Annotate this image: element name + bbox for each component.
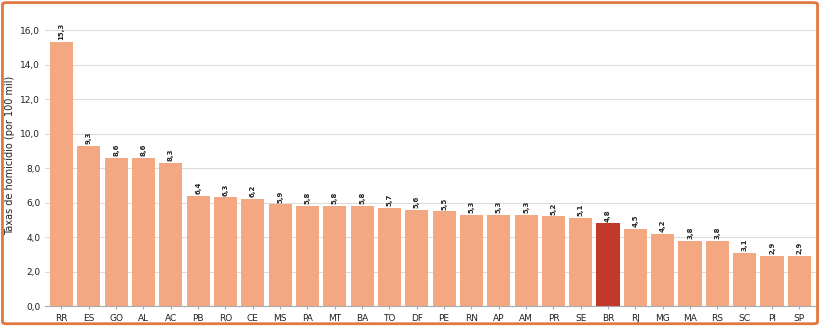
Text: 5,8: 5,8 bbox=[359, 192, 364, 204]
Text: 8,6: 8,6 bbox=[113, 144, 119, 156]
Bar bbox=[459, 215, 482, 306]
Bar bbox=[104, 158, 128, 306]
Bar bbox=[241, 199, 264, 306]
Bar bbox=[323, 206, 346, 306]
Bar bbox=[650, 234, 673, 306]
Bar bbox=[186, 196, 210, 306]
Bar bbox=[432, 211, 455, 306]
Bar bbox=[677, 241, 701, 306]
Text: 9,3: 9,3 bbox=[86, 131, 92, 144]
Bar bbox=[623, 229, 646, 306]
Text: 8,6: 8,6 bbox=[140, 144, 147, 156]
Bar bbox=[214, 198, 237, 306]
Text: 3,8: 3,8 bbox=[713, 226, 720, 239]
Bar bbox=[568, 218, 591, 306]
Text: 5,7: 5,7 bbox=[386, 194, 392, 206]
Text: 5,6: 5,6 bbox=[414, 196, 419, 208]
Bar bbox=[514, 215, 537, 306]
Text: 4,8: 4,8 bbox=[604, 209, 610, 222]
Bar bbox=[77, 146, 100, 306]
Text: 6,4: 6,4 bbox=[195, 181, 201, 194]
Bar bbox=[350, 206, 373, 306]
Text: 5,8: 5,8 bbox=[332, 192, 337, 204]
Text: 2,9: 2,9 bbox=[768, 242, 774, 254]
Bar bbox=[405, 210, 428, 306]
Text: 5,9: 5,9 bbox=[277, 190, 283, 203]
Bar bbox=[132, 158, 155, 306]
Bar bbox=[159, 163, 182, 306]
Text: 4,2: 4,2 bbox=[659, 219, 665, 232]
Bar bbox=[595, 223, 619, 306]
Bar bbox=[378, 208, 400, 306]
Text: 3,8: 3,8 bbox=[686, 226, 692, 239]
Bar bbox=[705, 241, 728, 306]
Text: 4,5: 4,5 bbox=[631, 214, 638, 227]
Bar bbox=[268, 204, 292, 306]
Bar bbox=[787, 256, 810, 306]
Text: 2,9: 2,9 bbox=[795, 242, 802, 254]
Bar bbox=[50, 42, 73, 306]
Bar bbox=[732, 253, 755, 306]
Text: 5,3: 5,3 bbox=[468, 201, 474, 213]
Bar bbox=[759, 256, 783, 306]
Text: 5,2: 5,2 bbox=[550, 202, 556, 215]
Bar bbox=[486, 215, 509, 306]
Text: 6,3: 6,3 bbox=[222, 183, 229, 196]
Text: 15,3: 15,3 bbox=[58, 23, 65, 41]
Text: 5,3: 5,3 bbox=[523, 201, 528, 213]
Text: 5,1: 5,1 bbox=[577, 204, 583, 216]
Text: 8,3: 8,3 bbox=[168, 149, 174, 161]
Text: 5,3: 5,3 bbox=[495, 201, 501, 213]
Bar bbox=[296, 206, 319, 306]
Text: 5,5: 5,5 bbox=[441, 197, 446, 210]
Text: 6,2: 6,2 bbox=[250, 185, 256, 198]
Y-axis label: Taxas de homicídio (por 100 mil): Taxas de homicídio (por 100 mil) bbox=[4, 76, 15, 235]
Text: 5,8: 5,8 bbox=[304, 192, 310, 204]
Text: 3,1: 3,1 bbox=[741, 238, 747, 251]
Bar bbox=[541, 216, 564, 306]
